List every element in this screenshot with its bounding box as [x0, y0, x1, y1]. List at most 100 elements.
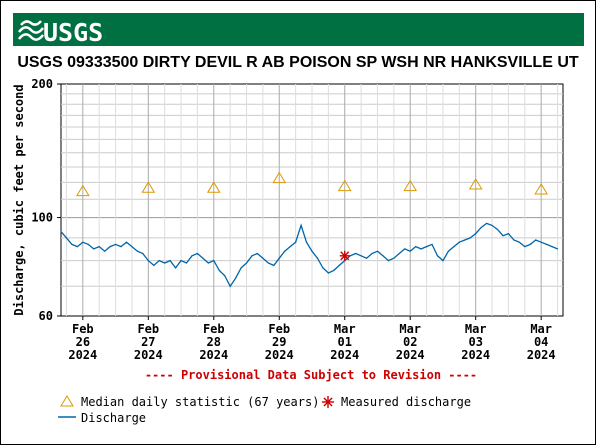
discharge-point [229, 285, 231, 287]
discharge-point [76, 246, 78, 248]
discharge-point [316, 257, 319, 259]
discharge-point [98, 246, 100, 248]
discharge-point [475, 233, 477, 235]
x-tick-label: 27 [141, 335, 155, 349]
x-tick-label: 2024 [461, 348, 490, 362]
discharge-point [442, 259, 444, 262]
discharge-point [404, 248, 406, 250]
usgs-banner [13, 13, 584, 46]
discharge-point [196, 252, 199, 255]
y-axis-label: Discharge, cubic feet per second [12, 84, 26, 315]
discharge-point [398, 252, 400, 255]
discharge-point [65, 237, 68, 239]
discharge-point [311, 250, 313, 252]
x-tick-label: Feb [268, 322, 290, 336]
discharge-point [245, 262, 248, 264]
x-tick-label: Mar [334, 322, 356, 336]
discharge-point [338, 264, 340, 267]
series-layer [60, 171, 559, 288]
discharge-point [60, 230, 62, 233]
median-marker [272, 171, 287, 184]
discharge-point [518, 241, 520, 243]
discharge-point [251, 255, 253, 257]
discharge-point [120, 246, 122, 248]
discharge-point [436, 255, 439, 257]
median-marker [206, 181, 221, 193]
discharge-point [502, 235, 504, 237]
discharge-point [278, 257, 280, 259]
discharge-point [300, 224, 302, 227]
discharge-point [425, 246, 428, 248]
discharge-point [333, 269, 335, 272]
discharge-point [147, 259, 149, 262]
discharge-point [82, 241, 84, 243]
discharge-point [174, 267, 177, 269]
discharge-point [289, 246, 291, 248]
median-marker [534, 182, 549, 195]
discharge-point [486, 222, 488, 225]
discharge-point [415, 246, 417, 248]
discharge-point [169, 259, 171, 262]
discharge-point [496, 228, 499, 231]
discharge-point [295, 241, 297, 243]
discharge-point [164, 262, 166, 264]
y-axis-ticks: 60 100 200 [31, 77, 61, 323]
discharge-point [371, 252, 373, 255]
median-marker [141, 181, 156, 193]
discharge-point [158, 259, 160, 262]
discharge-point [355, 252, 357, 255]
x-axis-ticks: Feb262024Feb272024Feb282024Feb292024Mar0… [68, 316, 556, 362]
discharge-point [546, 243, 548, 246]
discharge-point [556, 248, 559, 250]
discharge-point [447, 250, 450, 252]
discharge-point [327, 272, 329, 274]
discharge-point [273, 264, 275, 267]
discharge-point [507, 233, 510, 235]
usgs-logo: USGS [18, 18, 103, 47]
discharge-point [153, 264, 155, 267]
discharge-point [409, 250, 411, 252]
discharge-point [71, 243, 73, 246]
median-marker [337, 179, 352, 192]
discharge-point [349, 255, 351, 257]
legend-median-marker [60, 395, 74, 407]
x-tick-label: 2024 [134, 348, 163, 362]
x-tick-label: 02 [403, 335, 417, 349]
median-marker [75, 184, 90, 197]
discharge-point [93, 248, 95, 250]
x-tick-label: 2024 [265, 348, 294, 362]
discharge-point [540, 241, 542, 243]
legend-measured-label: Measured discharge [341, 395, 471, 409]
legend: Median daily statistic (67 years) Measur… [58, 395, 471, 425]
discharge-point [365, 257, 368, 259]
x-tick-label: 28 [207, 335, 221, 349]
discharge-point [202, 257, 204, 259]
usgs-logo-text: USGS [43, 18, 103, 47]
discharge-point [224, 274, 226, 277]
x-tick-label: Mar [530, 322, 552, 336]
discharge-point [469, 237, 471, 239]
discharge-point [480, 226, 482, 229]
median-marker [403, 179, 418, 192]
x-tick-label: Mar [465, 322, 487, 336]
x-tick-label: 03 [468, 335, 482, 349]
discharge-point [104, 250, 106, 252]
discharge-point [524, 246, 526, 248]
discharge-point [125, 241, 128, 243]
discharge-point [240, 267, 242, 269]
legend-discharge-label: Discharge [81, 411, 146, 425]
x-tick-label: Feb [137, 322, 159, 336]
discharge-point [431, 243, 433, 246]
discharge-line [60, 222, 558, 288]
chart-title: USGS 09333500 DIRTY DEVIL R AB POISON SP… [17, 54, 579, 71]
discharge-point [267, 262, 269, 264]
discharge-point [235, 277, 237, 279]
x-tick-label: Feb [203, 322, 225, 336]
x-tick-label: 04 [534, 335, 548, 349]
x-tick-label: 2024 [330, 348, 359, 362]
discharge-point [142, 252, 144, 255]
y-tick-label: 100 [31, 211, 53, 225]
provisional-annotation: ---- Provisional Data Subject to Revisio… [145, 368, 477, 382]
discharge-point [136, 250, 138, 252]
